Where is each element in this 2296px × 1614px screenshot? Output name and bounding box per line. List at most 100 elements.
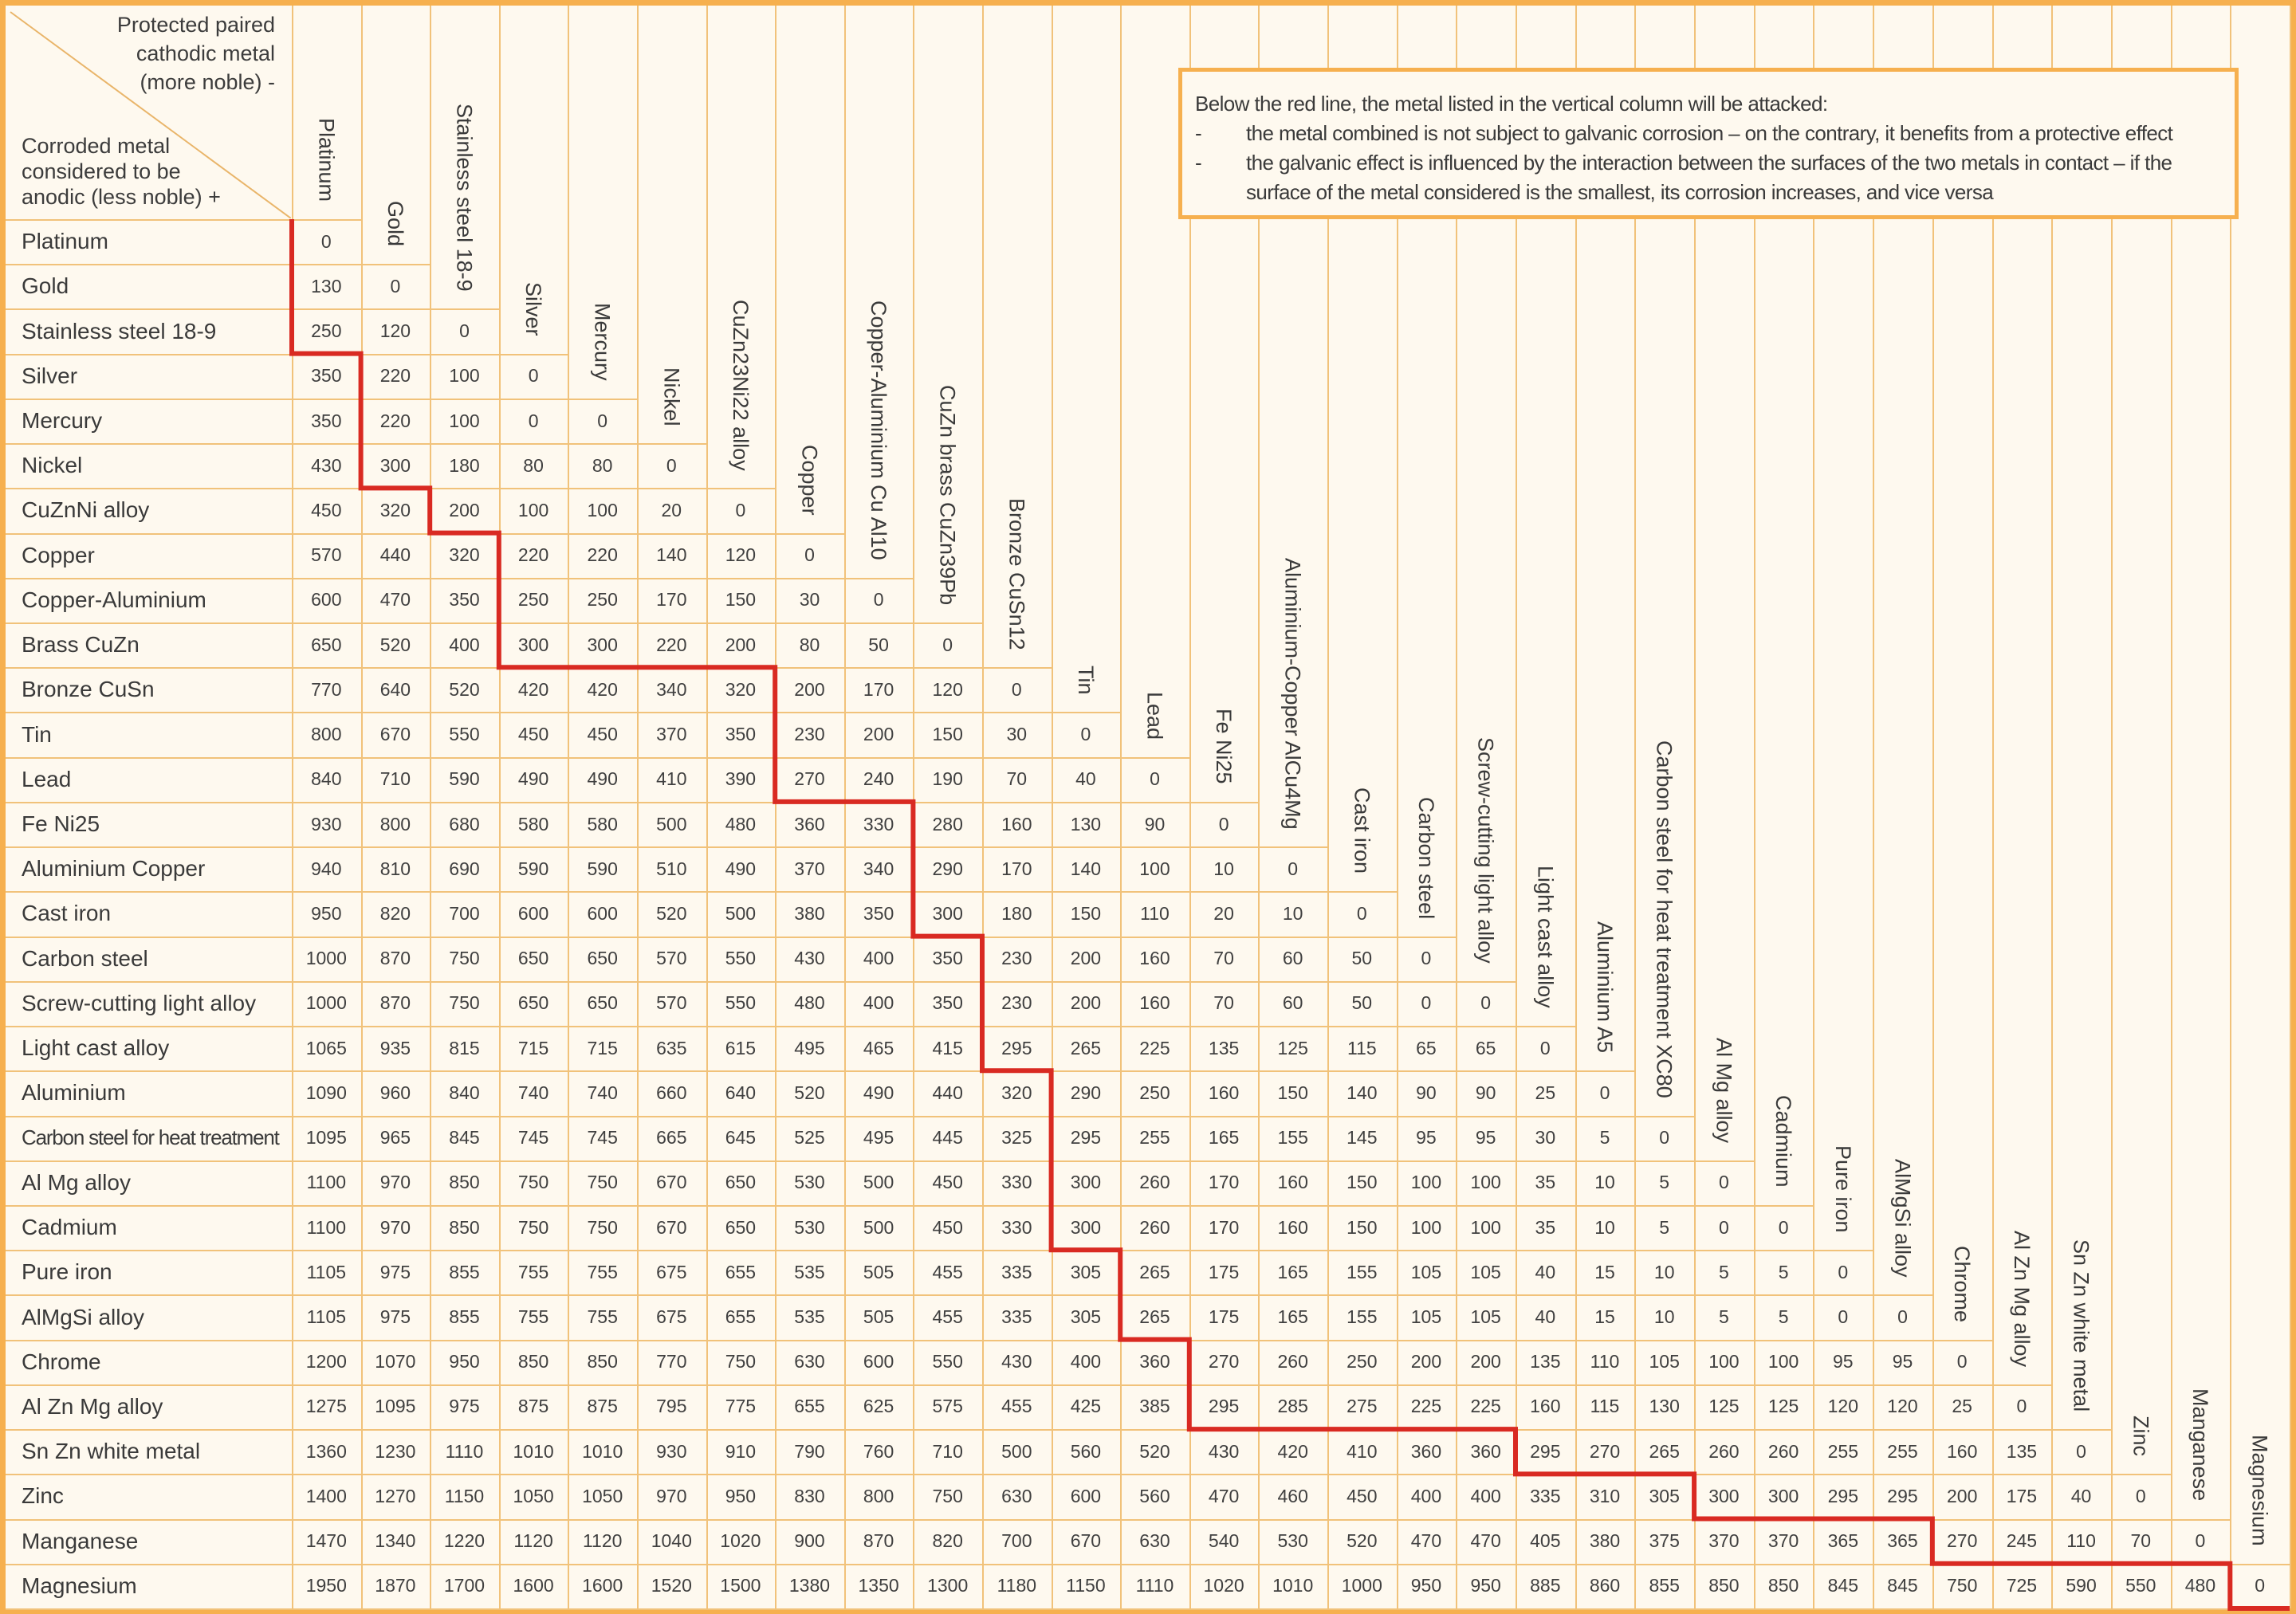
grid-line: [6, 353, 499, 355]
table-cell: 570: [656, 992, 687, 1014]
column-header: Zinc: [2129, 1416, 2153, 1457]
table-cell: 140: [656, 544, 687, 566]
table-cell: 460: [1277, 1485, 1308, 1506]
table-cell: 630: [1001, 1485, 1032, 1506]
table-cell: 100: [1139, 858, 1170, 879]
table-cell: 225: [1139, 1037, 1170, 1058]
table-cell: 0: [1356, 902, 1367, 924]
table-cell: 10: [1282, 902, 1303, 924]
table-cell: 575: [932, 1396, 963, 1417]
row-label: Carbon steel: [22, 945, 148, 971]
table-cell: 1120: [513, 1530, 553, 1552]
table-cell: 440: [379, 544, 411, 566]
table-cell: 200: [1410, 1351, 1442, 1372]
table-cell: 450: [311, 499, 342, 520]
table-cell: 1050: [582, 1485, 623, 1506]
table-cell: 350: [863, 902, 894, 924]
table-cell: 1100: [306, 1216, 347, 1238]
table-cell: 150: [932, 724, 963, 745]
table-cell: 105: [1410, 1306, 1442, 1328]
table-cell: 155: [1347, 1261, 1378, 1282]
column-header: Carbon steel for heat treatment XC80: [1652, 740, 1677, 1098]
table-cell: 410: [656, 768, 687, 790]
table-cell: 230: [794, 724, 825, 745]
table-cell: 265: [1070, 1037, 1102, 1058]
table-cell: 370: [794, 858, 825, 879]
table-cell: 750: [587, 1172, 618, 1193]
grid-line: [2170, 6, 2172, 1608]
row-label: Bronze CuSn: [22, 677, 155, 702]
column-header: Al Mg alloy: [1712, 1037, 1736, 1143]
table-cell: 65: [1416, 1037, 1437, 1058]
table-cell: 10: [1653, 1261, 1675, 1282]
table-cell: 295: [1070, 1127, 1102, 1149]
table-cell: 670: [379, 724, 411, 745]
table-cell: 0: [1218, 813, 1229, 834]
table-cell: 230: [1001, 992, 1032, 1014]
table-cell: 510: [656, 858, 687, 879]
table-cell: 1010: [582, 1440, 623, 1462]
table-cell: 0: [942, 634, 953, 655]
table-cell: 335: [1001, 1306, 1032, 1328]
table-cell: 420: [517, 678, 549, 700]
table-cell: 290: [1070, 1082, 1102, 1103]
table-cell: 325: [1001, 1127, 1032, 1149]
table-cell: 430: [1001, 1351, 1032, 1372]
table-cell: 1870: [375, 1575, 416, 1596]
table-cell: 760: [863, 1440, 894, 1462]
table-cell: 430: [1208, 1440, 1240, 1462]
column-header: Light cast alloy: [1533, 866, 1558, 1009]
table-cell: 1180: [997, 1575, 1037, 1596]
table-cell: 20: [1213, 902, 1234, 924]
table-cell: 550: [932, 1351, 963, 1372]
table-cell: 0: [1778, 1216, 1789, 1238]
table-cell: 110: [2066, 1530, 2096, 1552]
table-cell: 0: [1838, 1261, 1849, 1282]
table-cell: 650: [725, 1172, 757, 1193]
table-cell: 660: [656, 1082, 687, 1103]
column-header: CuZn brass CuZn39Pb: [935, 384, 960, 606]
table-cell: 90: [1416, 1082, 1437, 1103]
table-cell: 70: [2130, 1530, 2152, 1552]
table-cell: 885: [1530, 1575, 1561, 1596]
table-cell: 285: [1277, 1396, 1308, 1417]
table-cell: 135: [1530, 1351, 1561, 1372]
table-cell: 70: [1213, 992, 1234, 1014]
grid-line: [1991, 6, 1994, 1608]
column-header: Aluminium-Copper AlCu4Mg: [1280, 557, 1305, 830]
table-cell: 1520: [651, 1575, 692, 1596]
table-cell: 350: [311, 410, 342, 431]
table-cell: 100: [1767, 1351, 1799, 1372]
table-cell: 1020: [1203, 1575, 1244, 1596]
table-cell: 455: [932, 1261, 963, 1282]
table-cell: 875: [587, 1396, 618, 1417]
table-cell: 5: [1659, 1216, 1670, 1238]
table-cell: 800: [863, 1485, 894, 1506]
table-cell: 350: [932, 948, 963, 969]
table-cell: 0: [2195, 1530, 2206, 1552]
row-axis-label-line: Corroded metal: [22, 134, 171, 158]
table-cell: 845: [449, 1127, 480, 1149]
table-cell: 755: [587, 1306, 618, 1328]
table-cell: 270: [1208, 1351, 1240, 1372]
table-cell: 300: [587, 634, 618, 655]
table-cell: 225: [1410, 1396, 1442, 1417]
table-cell: 170: [656, 589, 687, 611]
table-cell: 180: [1001, 902, 1032, 924]
table-cell: 1050: [513, 1485, 554, 1506]
table-cell: 80: [523, 454, 544, 476]
table-cell: 630: [794, 1351, 825, 1372]
table-cell: 725: [2006, 1575, 2038, 1596]
column-header: AlMgSi alloy: [1890, 1158, 1915, 1278]
row-label: Mercury: [22, 408, 103, 433]
column-header: Gold: [383, 201, 407, 247]
table-cell: 570: [656, 948, 687, 969]
table-cell: 560: [1070, 1440, 1102, 1462]
table-cell: 305: [1070, 1261, 1102, 1282]
table-cell: 265: [1139, 1306, 1170, 1328]
table-cell: 165: [1208, 1127, 1240, 1149]
table-cell: 600: [517, 902, 549, 924]
table-cell: 295: [1827, 1485, 1858, 1506]
table-cell: 15: [1594, 1306, 1615, 1328]
table-cell: 580: [517, 813, 549, 834]
